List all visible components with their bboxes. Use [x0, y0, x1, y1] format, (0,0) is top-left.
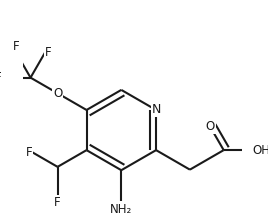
Text: O: O	[53, 87, 62, 100]
Text: OH: OH	[253, 144, 268, 157]
Text: F: F	[13, 40, 19, 53]
Text: F: F	[54, 196, 61, 209]
Text: F: F	[45, 46, 52, 59]
Text: N: N	[151, 103, 161, 116]
Text: F: F	[0, 71, 2, 84]
Text: O: O	[206, 121, 215, 134]
Text: NH₂: NH₂	[110, 203, 132, 216]
Text: F: F	[26, 146, 32, 159]
